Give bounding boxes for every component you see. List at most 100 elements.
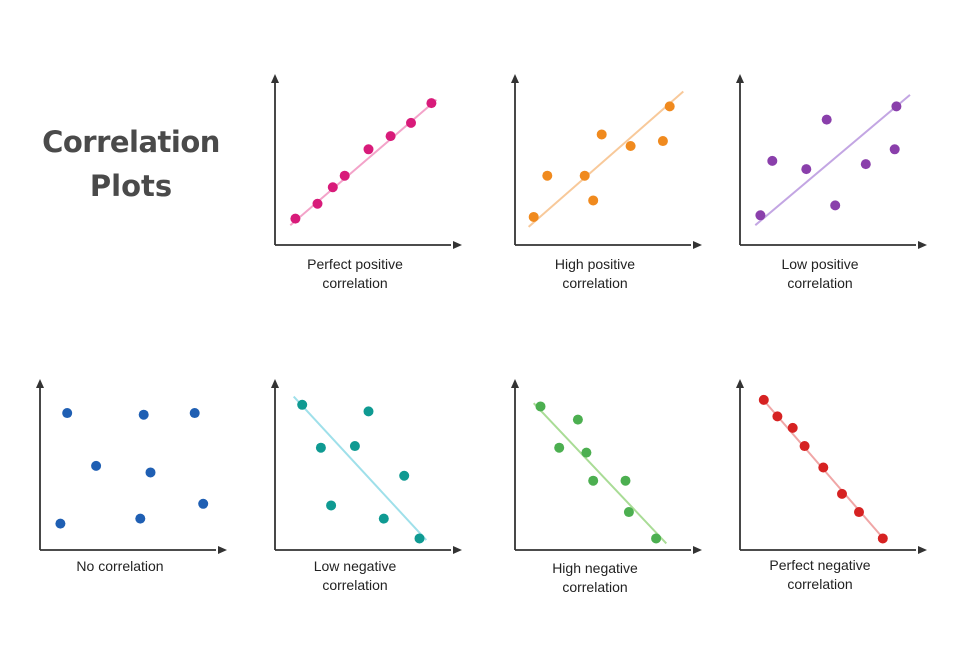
data-point (625, 141, 636, 151)
data-point (535, 401, 546, 412)
data-point (378, 513, 389, 524)
plot-panel-low-negative: Low negative correlation (265, 375, 462, 593)
data-point (767, 155, 778, 166)
data-point (623, 507, 634, 518)
y-axis-arrow-icon (511, 74, 519, 83)
data-point (664, 101, 675, 112)
data-point (135, 513, 146, 524)
plot-panel-high-negative: High negative correlation (505, 375, 702, 595)
data-point (579, 170, 590, 181)
data-point (818, 462, 829, 473)
caption-line: correlation (787, 275, 853, 291)
scatter-plot-no-correlation (36, 379, 227, 554)
x-axis-arrow-icon (453, 241, 462, 249)
data-point (891, 101, 902, 112)
y-axis-arrow-icon (736, 379, 744, 388)
x-axis-arrow-icon (918, 241, 927, 249)
y-axis-arrow-icon (271, 379, 279, 388)
data-point (877, 533, 888, 544)
data-point (315, 442, 326, 453)
data-point (542, 170, 553, 181)
data-point (528, 211, 539, 222)
caption-line: No correlation (76, 558, 164, 574)
x-axis-arrow-icon (218, 546, 227, 554)
data-point (312, 198, 323, 209)
data-point (860, 159, 871, 170)
trend-line (754, 94, 911, 226)
caption-line: correlation (562, 579, 628, 595)
data-point (189, 408, 200, 419)
plot-panel-low-positive: Low positive correlation (730, 70, 927, 291)
caption-line: High negative (552, 560, 638, 576)
data-point (772, 411, 783, 422)
caption-no-correlation: No correlation (30, 557, 210, 576)
data-point (554, 442, 565, 453)
caption-line: correlation (322, 275, 388, 291)
data-point (787, 422, 798, 433)
x-axis-arrow-icon (693, 241, 702, 249)
data-point (290, 213, 301, 224)
caption-line: High positive (554, 256, 636, 272)
data-point (821, 114, 832, 125)
x-axis-arrow-icon (918, 546, 927, 554)
data-point (830, 200, 841, 211)
data-point (297, 399, 308, 410)
data-point (596, 129, 607, 140)
scatter-plot-high-positive (511, 74, 702, 249)
caption-line: Perfect negative (769, 557, 871, 573)
data-point (385, 131, 396, 142)
caption-high-positive: High positive correlation (505, 255, 685, 293)
caption-low-negative: Low negative correlation (265, 557, 445, 595)
data-point (327, 182, 338, 193)
trend-line (289, 99, 438, 226)
data-point (588, 195, 599, 206)
data-point (651, 533, 662, 544)
caption-perfect-negative: Perfect negative correlation (730, 556, 910, 594)
data-point (889, 144, 900, 155)
data-point (758, 394, 769, 405)
data-point (399, 470, 410, 481)
scatter-plot-low-negative (271, 379, 462, 554)
data-point (837, 488, 847, 499)
data-point (406, 117, 416, 128)
caption-line: correlation (322, 577, 388, 593)
data-point (572, 414, 583, 425)
data-point (339, 170, 350, 181)
data-point (326, 500, 337, 511)
x-axis-arrow-icon (453, 546, 462, 554)
data-point (426, 98, 437, 109)
data-point (799, 441, 810, 452)
caption-high-negative: High negative correlation (505, 559, 685, 597)
data-point (854, 507, 864, 518)
data-point (91, 460, 102, 471)
data-point (349, 441, 360, 452)
data-point (657, 136, 668, 147)
y-axis-arrow-icon (271, 74, 279, 83)
y-axis-arrow-icon (36, 379, 44, 388)
y-axis-arrow-icon (511, 379, 519, 388)
caption-line: Low negative (313, 558, 397, 574)
data-point (145, 467, 156, 478)
data-point (363, 406, 374, 417)
data-point (138, 409, 149, 420)
data-point (62, 408, 73, 419)
trend-line (292, 395, 428, 541)
plot-panel-perfect-positive: Perfect positive correlation (265, 70, 462, 291)
title-line-2: Plots (89, 169, 173, 203)
data-point (198, 498, 209, 509)
page-title: Correlation Plots (36, 120, 226, 208)
plot-panel-no-correlation: No correlation (30, 375, 227, 574)
trend-line (532, 402, 668, 545)
plot-panel-high-positive: High positive correlation (505, 70, 702, 291)
trend-line (527, 90, 684, 228)
data-point (588, 475, 599, 486)
scatter-plot-perfect-negative (736, 379, 927, 554)
data-point (755, 210, 766, 221)
caption-line: Perfect positive (307, 256, 403, 272)
data-point (620, 475, 631, 486)
title-line-1: Correlation (42, 125, 220, 159)
caption-perfect-positive: Perfect positive correlation (265, 255, 445, 293)
data-point (581, 447, 592, 458)
caption-line: correlation (787, 576, 853, 592)
data-point (414, 533, 425, 544)
